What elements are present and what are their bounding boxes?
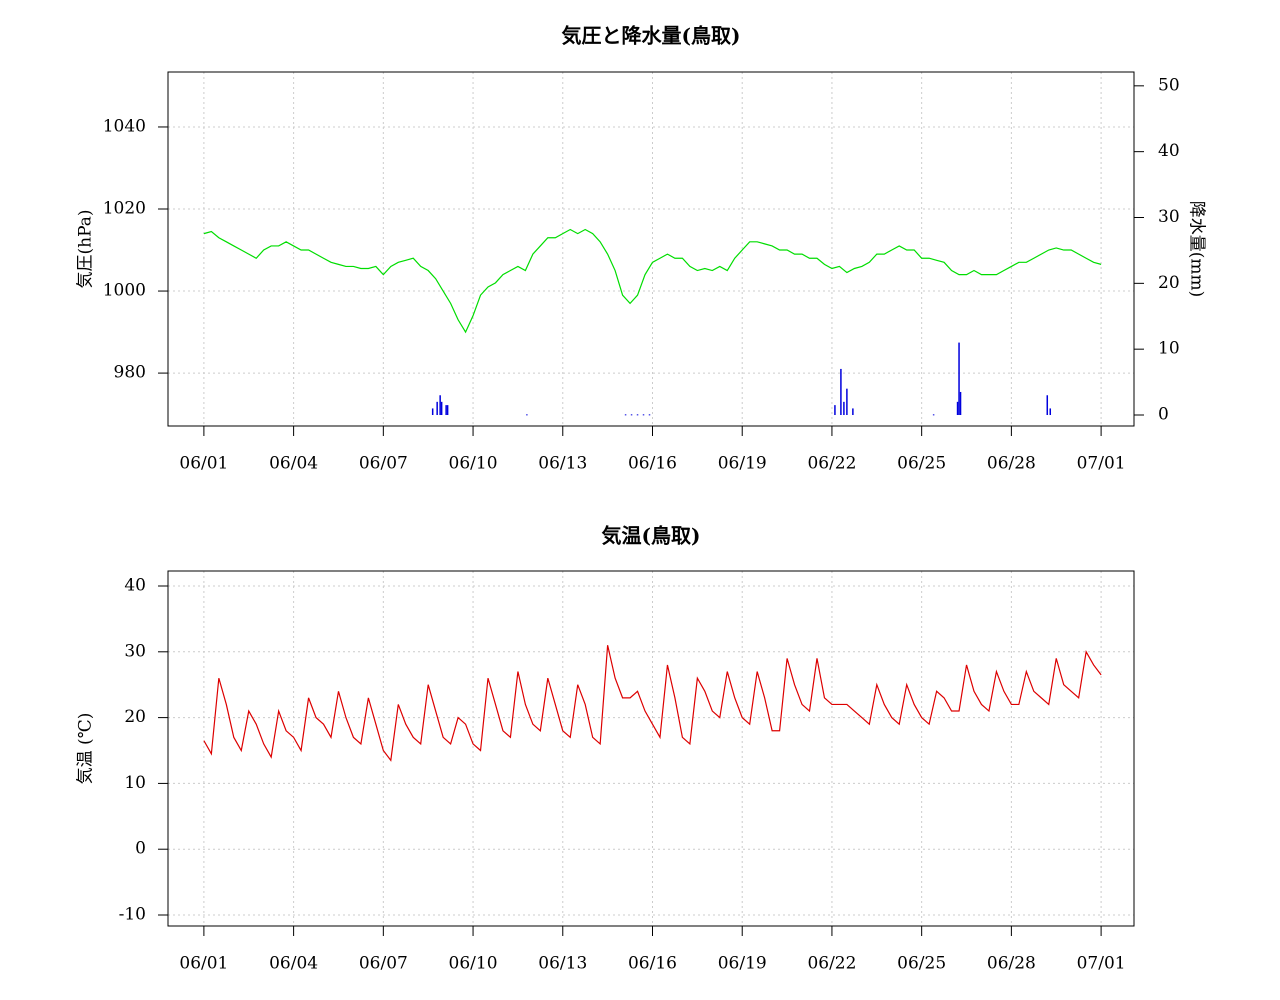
x-tick-label: 06/04 (269, 454, 318, 474)
chart-title: 気温(鳥取) (602, 524, 701, 548)
x-tick-label: 06/10 (449, 454, 498, 474)
bar (446, 405, 449, 416)
bar (648, 414, 651, 416)
x-tick-label: 06/07 (359, 954, 408, 974)
bar (846, 388, 848, 416)
bar (642, 414, 645, 416)
bar (630, 414, 633, 416)
x-tick-label: 06/28 (987, 454, 1036, 474)
bar (1049, 408, 1052, 416)
bar (440, 401, 443, 416)
y2-tick-label: 0 (1158, 405, 1169, 425)
chart-title: 気圧と降水量(鳥取) (562, 24, 741, 48)
y-axis-label: 気温 (℃) (76, 713, 96, 785)
y-tick-label: 1000 (103, 281, 146, 301)
plot-frame (167, 71, 1135, 427)
y-tick-label: 20 (124, 707, 146, 727)
y2-axis-label: 降水量(mm) (1187, 201, 1207, 298)
bar (445, 405, 447, 416)
line-series (203, 645, 1102, 762)
x-tick-label: 06/25 (897, 954, 946, 974)
x-tick-label: 07/01 (1077, 454, 1126, 474)
bar (852, 408, 854, 416)
y-tick-label: 1020 (103, 199, 146, 219)
x-tick-label: 06/01 (179, 454, 228, 474)
bar (956, 401, 959, 416)
bar (843, 401, 845, 416)
x-tick-label: 06/13 (538, 954, 587, 974)
x-tick-label: 06/01 (179, 954, 228, 974)
x-tick-label: 06/16 (628, 954, 677, 974)
x-tick-label: 06/10 (449, 954, 498, 974)
bar (624, 414, 627, 416)
x-tick-label: 06/16 (628, 454, 677, 474)
x-tick-label: 06/28 (987, 954, 1036, 974)
bar (636, 414, 639, 416)
bar (958, 342, 960, 416)
bar (431, 408, 434, 416)
y-tick-label: 1040 (103, 116, 146, 136)
y2-tick-label: 50 (1158, 75, 1180, 95)
bar (439, 395, 441, 416)
y-tick-label: -10 (119, 905, 146, 925)
x-tick-label: 06/13 (538, 454, 587, 474)
x-tick-label: 06/07 (359, 454, 408, 474)
bar (834, 405, 836, 416)
bar (526, 414, 528, 416)
y-axis-label: 気圧(hPa) (76, 209, 96, 288)
y2-tick-label: 10 (1158, 339, 1180, 359)
bar (1046, 395, 1049, 416)
line-series (203, 228, 1102, 334)
x-tick-label: 06/25 (897, 454, 946, 474)
y2-tick-label: 20 (1158, 273, 1180, 293)
y2-tick-label: 30 (1158, 207, 1180, 227)
y-tick-label: 0 (135, 839, 146, 859)
y2-tick-label: 40 (1158, 141, 1180, 161)
y-tick-label: 30 (124, 641, 146, 661)
plot-frame (167, 570, 1135, 927)
bar (436, 401, 438, 416)
x-tick-label: 06/22 (807, 454, 856, 474)
x-tick-label: 06/19 (718, 954, 767, 974)
x-tick-label: 06/19 (718, 454, 767, 474)
x-tick-label: 06/22 (807, 954, 856, 974)
y-tick-label: 980 (114, 363, 146, 383)
y-tick-label: 40 (124, 576, 146, 596)
y-tick-label: 10 (124, 773, 146, 793)
bar (840, 368, 842, 416)
x-tick-label: 06/04 (269, 954, 318, 974)
bar (932, 414, 935, 416)
x-tick-label: 07/01 (1077, 954, 1126, 974)
bar (959, 391, 962, 416)
